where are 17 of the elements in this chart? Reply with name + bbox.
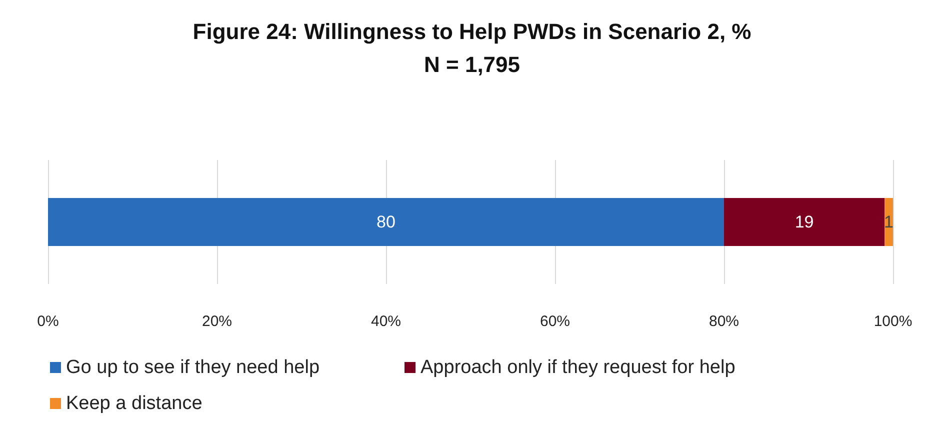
bar (884, 198, 893, 246)
x-tick-label: 80% (708, 313, 740, 330)
data-label: 1 (884, 212, 894, 232)
legend-label: Keep a distance (66, 393, 202, 414)
legend-label: Approach only if they request for help (420, 357, 736, 378)
x-tick-label: 40% (370, 313, 402, 330)
data-label: 80 (376, 212, 396, 232)
chart-title: Figure 24: Willingness to Help PWDs in Scenario 2, % (192, 19, 752, 44)
legend-label: Go up to see if they need help (66, 357, 320, 378)
x-tick-label: 100% (874, 313, 912, 330)
chart-subtitle: N = 1,795 (424, 52, 520, 77)
x-tick-label: 20% (202, 313, 232, 330)
bar (48, 198, 724, 246)
x-tick-label: 0% (37, 313, 59, 330)
bar (724, 198, 885, 246)
x-tick-label: 60% (540, 313, 570, 330)
data-label: 19 (794, 212, 814, 232)
